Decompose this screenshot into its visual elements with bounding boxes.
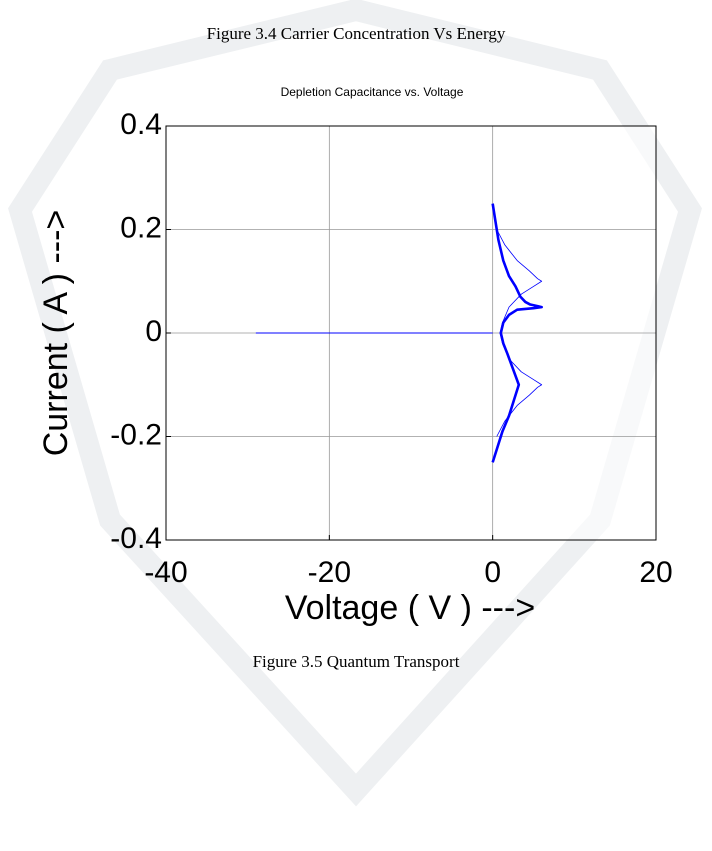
caption-top: Figure 3.4 Carrier Concentration Vs Ener… xyxy=(207,24,506,43)
x-axis-label: Voltage ( V ) ---> xyxy=(285,589,535,627)
y-tick-label: 0 xyxy=(145,315,162,348)
data-line xyxy=(491,203,543,463)
y-tick-label: -0.4 xyxy=(110,522,162,555)
axes-box xyxy=(165,125,657,541)
plot: -40 -20 0 20 -0.4 -0.2 0 0.2 0.4 xyxy=(110,108,672,589)
y-axis-label: Current ( A ) ---> xyxy=(37,210,75,457)
y-tick-label: 0.4 xyxy=(120,108,162,141)
caption-bottom: Figure 3.5 Quantum Transport xyxy=(253,652,460,671)
y-tick-label: -0.2 xyxy=(110,418,162,451)
x-tick-label: -20 xyxy=(308,556,351,589)
chart-title: Depletion Capacitance vs. Voltage xyxy=(281,85,464,99)
y-tick-label: 0.2 xyxy=(120,211,162,244)
x-tick-label: 0 xyxy=(484,556,501,589)
x-tick-label: -40 xyxy=(144,556,187,589)
x-tick-label: 20 xyxy=(639,556,672,589)
